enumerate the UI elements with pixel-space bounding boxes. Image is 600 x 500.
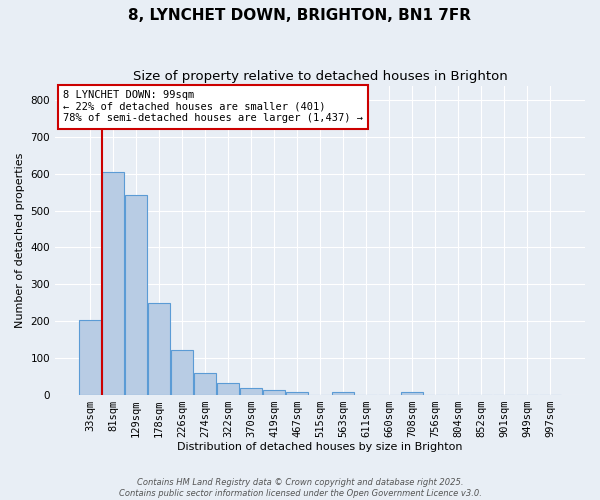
- Text: 8, LYNCHET DOWN, BRIGHTON, BN1 7FR: 8, LYNCHET DOWN, BRIGHTON, BN1 7FR: [128, 8, 472, 22]
- Bar: [125, 195, 147, 394]
- Text: Contains HM Land Registry data © Crown copyright and database right 2025.
Contai: Contains HM Land Registry data © Crown c…: [119, 478, 481, 498]
- Bar: [263, 390, 285, 394]
- Bar: [332, 392, 354, 394]
- Y-axis label: Number of detached properties: Number of detached properties: [15, 152, 25, 328]
- Bar: [217, 383, 239, 394]
- Bar: [401, 392, 423, 394]
- Bar: [148, 302, 170, 394]
- Bar: [286, 392, 308, 394]
- Bar: [102, 172, 124, 394]
- Text: 8 LYNCHET DOWN: 99sqm
← 22% of detached houses are smaller (401)
78% of semi-det: 8 LYNCHET DOWN: 99sqm ← 22% of detached …: [63, 90, 363, 124]
- Bar: [79, 320, 101, 394]
- Title: Size of property relative to detached houses in Brighton: Size of property relative to detached ho…: [133, 70, 508, 83]
- Bar: [171, 350, 193, 395]
- Bar: [240, 388, 262, 394]
- X-axis label: Distribution of detached houses by size in Brighton: Distribution of detached houses by size …: [177, 442, 463, 452]
- Bar: [194, 373, 216, 394]
